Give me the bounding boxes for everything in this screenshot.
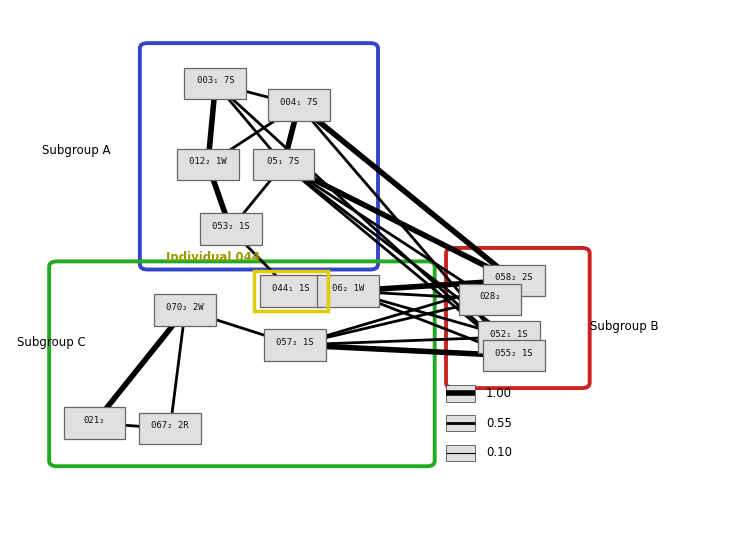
FancyBboxPatch shape [154, 294, 216, 326]
FancyBboxPatch shape [253, 149, 314, 180]
Text: 05₁ 7S: 05₁ 7S [268, 157, 299, 166]
Text: 070₂ 2W: 070₂ 2W [166, 303, 204, 312]
Text: 021₂: 021₂ [84, 416, 105, 425]
FancyBboxPatch shape [446, 415, 475, 431]
Text: 053₂ 1S: 053₂ 1S [212, 222, 249, 231]
Text: 1.00: 1.00 [486, 387, 512, 400]
FancyBboxPatch shape [200, 213, 262, 245]
Text: 057₂ 1S: 057₂ 1S [276, 338, 314, 347]
FancyBboxPatch shape [459, 284, 521, 315]
Text: 06₂ 1W: 06₂ 1W [332, 284, 364, 293]
FancyBboxPatch shape [184, 68, 246, 99]
FancyBboxPatch shape [177, 149, 239, 180]
Text: 0.10: 0.10 [486, 446, 512, 459]
Text: 044₁ 1S: 044₁ 1S [272, 284, 310, 293]
FancyBboxPatch shape [264, 329, 326, 361]
Text: Individual 044: Individual 044 [166, 251, 261, 264]
FancyBboxPatch shape [446, 385, 475, 402]
FancyBboxPatch shape [260, 275, 322, 307]
Text: 012₂ 1W: 012₂ 1W [189, 157, 227, 166]
FancyBboxPatch shape [446, 445, 475, 461]
FancyBboxPatch shape [483, 265, 545, 296]
Text: 055₂ 1S: 055₂ 1S [495, 349, 533, 357]
FancyBboxPatch shape [483, 340, 545, 371]
FancyBboxPatch shape [139, 413, 201, 444]
FancyBboxPatch shape [478, 321, 540, 353]
Text: Subgroup C: Subgroup C [17, 336, 85, 349]
FancyBboxPatch shape [64, 407, 125, 439]
Text: 052₁ 1S: 052₁ 1S [490, 330, 528, 338]
Text: 058₂ 2S: 058₂ 2S [495, 273, 533, 282]
FancyBboxPatch shape [268, 89, 330, 121]
Text: Subgroup A: Subgroup A [42, 144, 110, 157]
Text: Subgroup B: Subgroup B [590, 320, 658, 333]
FancyBboxPatch shape [317, 275, 379, 307]
Text: 0.55: 0.55 [486, 417, 512, 430]
Text: 067₂ 2R: 067₂ 2R [151, 421, 189, 430]
Text: 003₁ 7S: 003₁ 7S [197, 77, 234, 85]
Text: 028₂: 028₂ [479, 292, 500, 301]
Text: 004₁ 7S: 004₁ 7S [280, 98, 318, 107]
